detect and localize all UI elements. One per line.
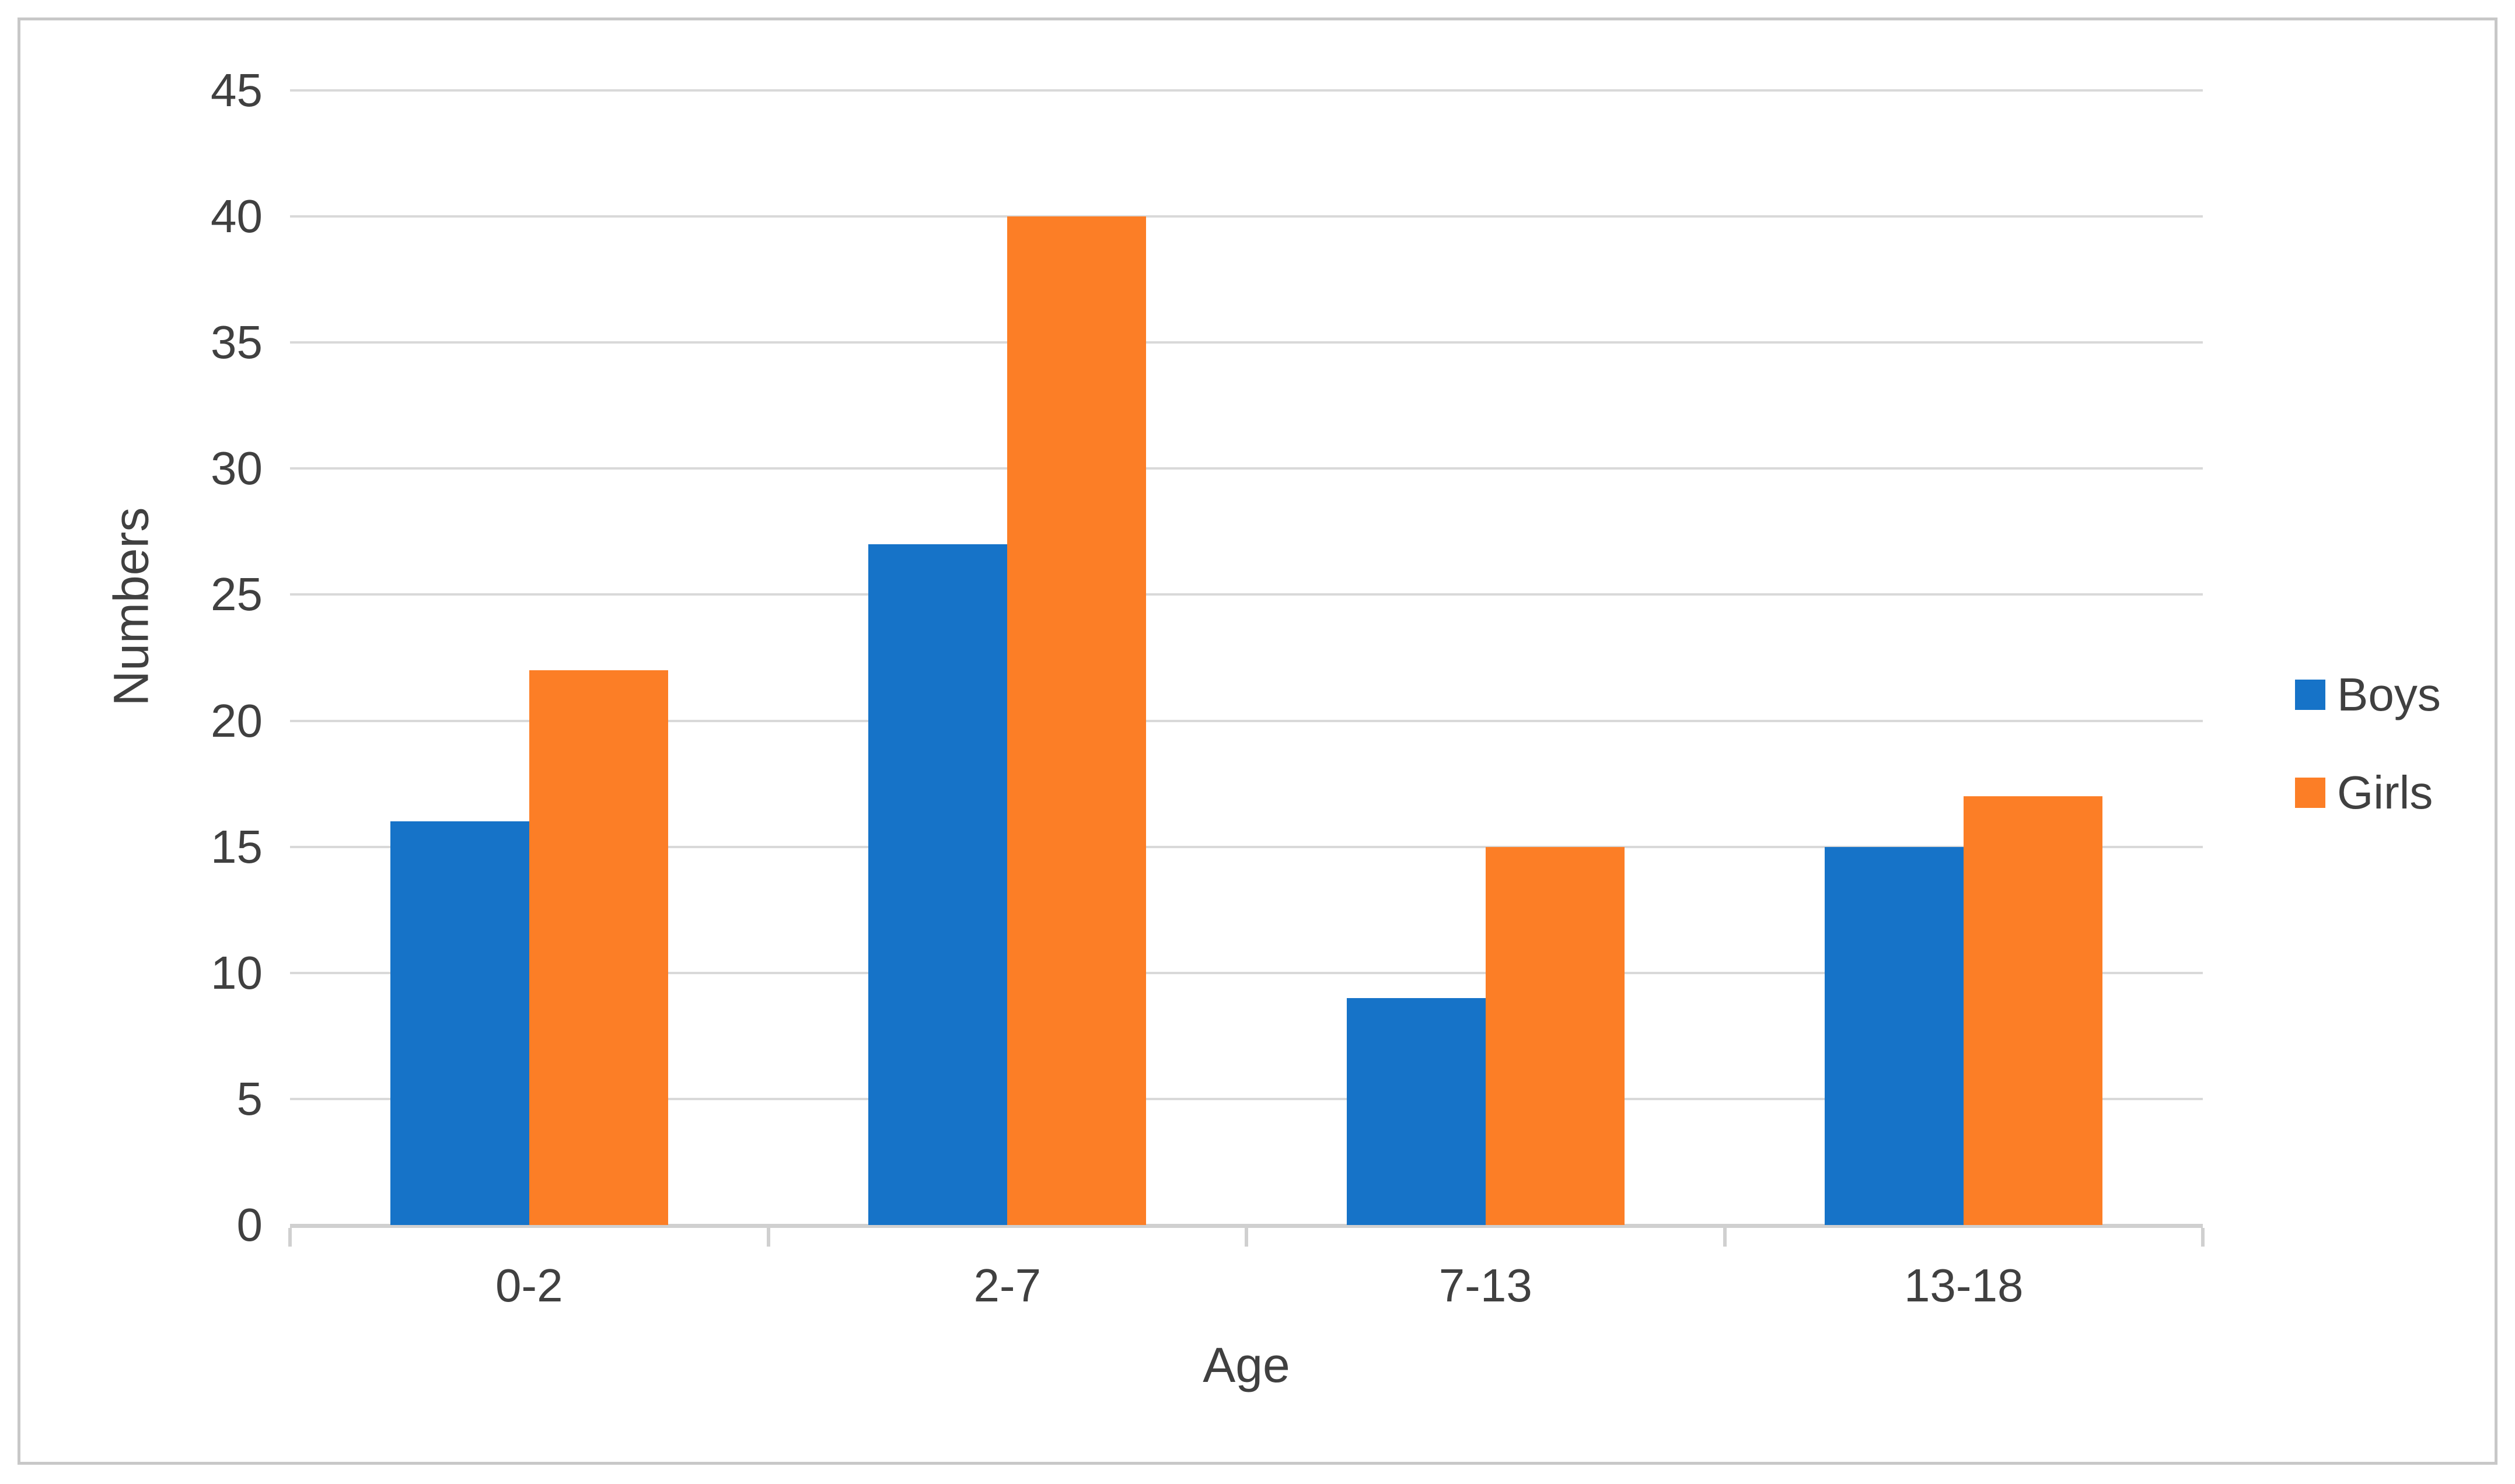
axis-boundary-tick — [288, 1228, 292, 1247]
gridline-45 — [290, 89, 2203, 92]
gridline-30 — [290, 467, 2203, 470]
x-tick-label-7-13: 7-13 — [1438, 1259, 1532, 1311]
bar-girls-7-13 — [1485, 846, 1625, 1225]
bar-boys-0-2 — [390, 821, 529, 1225]
axis-boundary-tick — [766, 1228, 770, 1247]
bar-girls-2-7 — [1007, 216, 1147, 1225]
chart-frame — [18, 18, 2497, 1465]
bar-boys-2-7 — [868, 544, 1008, 1225]
bar-girls-0-2 — [529, 670, 668, 1225]
x-axis-line — [290, 1224, 2203, 1228]
y-tick-label-20: 20 — [211, 694, 263, 747]
y-tick-label-15: 15 — [211, 820, 263, 873]
axis-boundary-tick — [1723, 1228, 1727, 1247]
bar-girls-13-18 — [1964, 796, 2103, 1225]
y-tick-label-0: 0 — [236, 1199, 263, 1251]
x-tick-label-13-18: 13-18 — [1903, 1259, 2024, 1311]
bar-boys-13-18 — [1825, 846, 1964, 1225]
gridline-5 — [290, 1097, 2203, 1100]
axis-boundary-tick — [1245, 1228, 1248, 1247]
legend-swatch-girls — [2295, 778, 2325, 808]
y-tick-label-30: 30 — [211, 442, 263, 495]
gridline-25 — [290, 593, 2203, 596]
x-tick-label-2-7: 2-7 — [973, 1259, 1042, 1311]
legend-swatch-boys — [2295, 680, 2325, 710]
y-tick-label-5: 5 — [236, 1072, 263, 1125]
gridline-40 — [290, 215, 2203, 218]
gridline-35 — [290, 341, 2203, 344]
bar-boys-7-13 — [1346, 998, 1486, 1225]
gridline-20 — [290, 719, 2203, 722]
gridline-15 — [290, 845, 2203, 848]
gridline-10 — [290, 971, 2203, 974]
legend-label-boys: Boys — [2337, 668, 2441, 720]
x-axis-title: Age — [1203, 1338, 1290, 1392]
y-tick-label-45: 45 — [211, 64, 263, 116]
y-tick-label-25: 25 — [211, 568, 263, 621]
legend-label-girls: Girls — [2337, 766, 2433, 818]
x-tick-label-0-2: 0-2 — [495, 1259, 563, 1311]
y-tick-label-35: 35 — [211, 316, 263, 369]
y-tick-label-10: 10 — [211, 946, 263, 999]
y-tick-label-40: 40 — [211, 190, 263, 243]
axis-boundary-tick — [2201, 1228, 2205, 1247]
